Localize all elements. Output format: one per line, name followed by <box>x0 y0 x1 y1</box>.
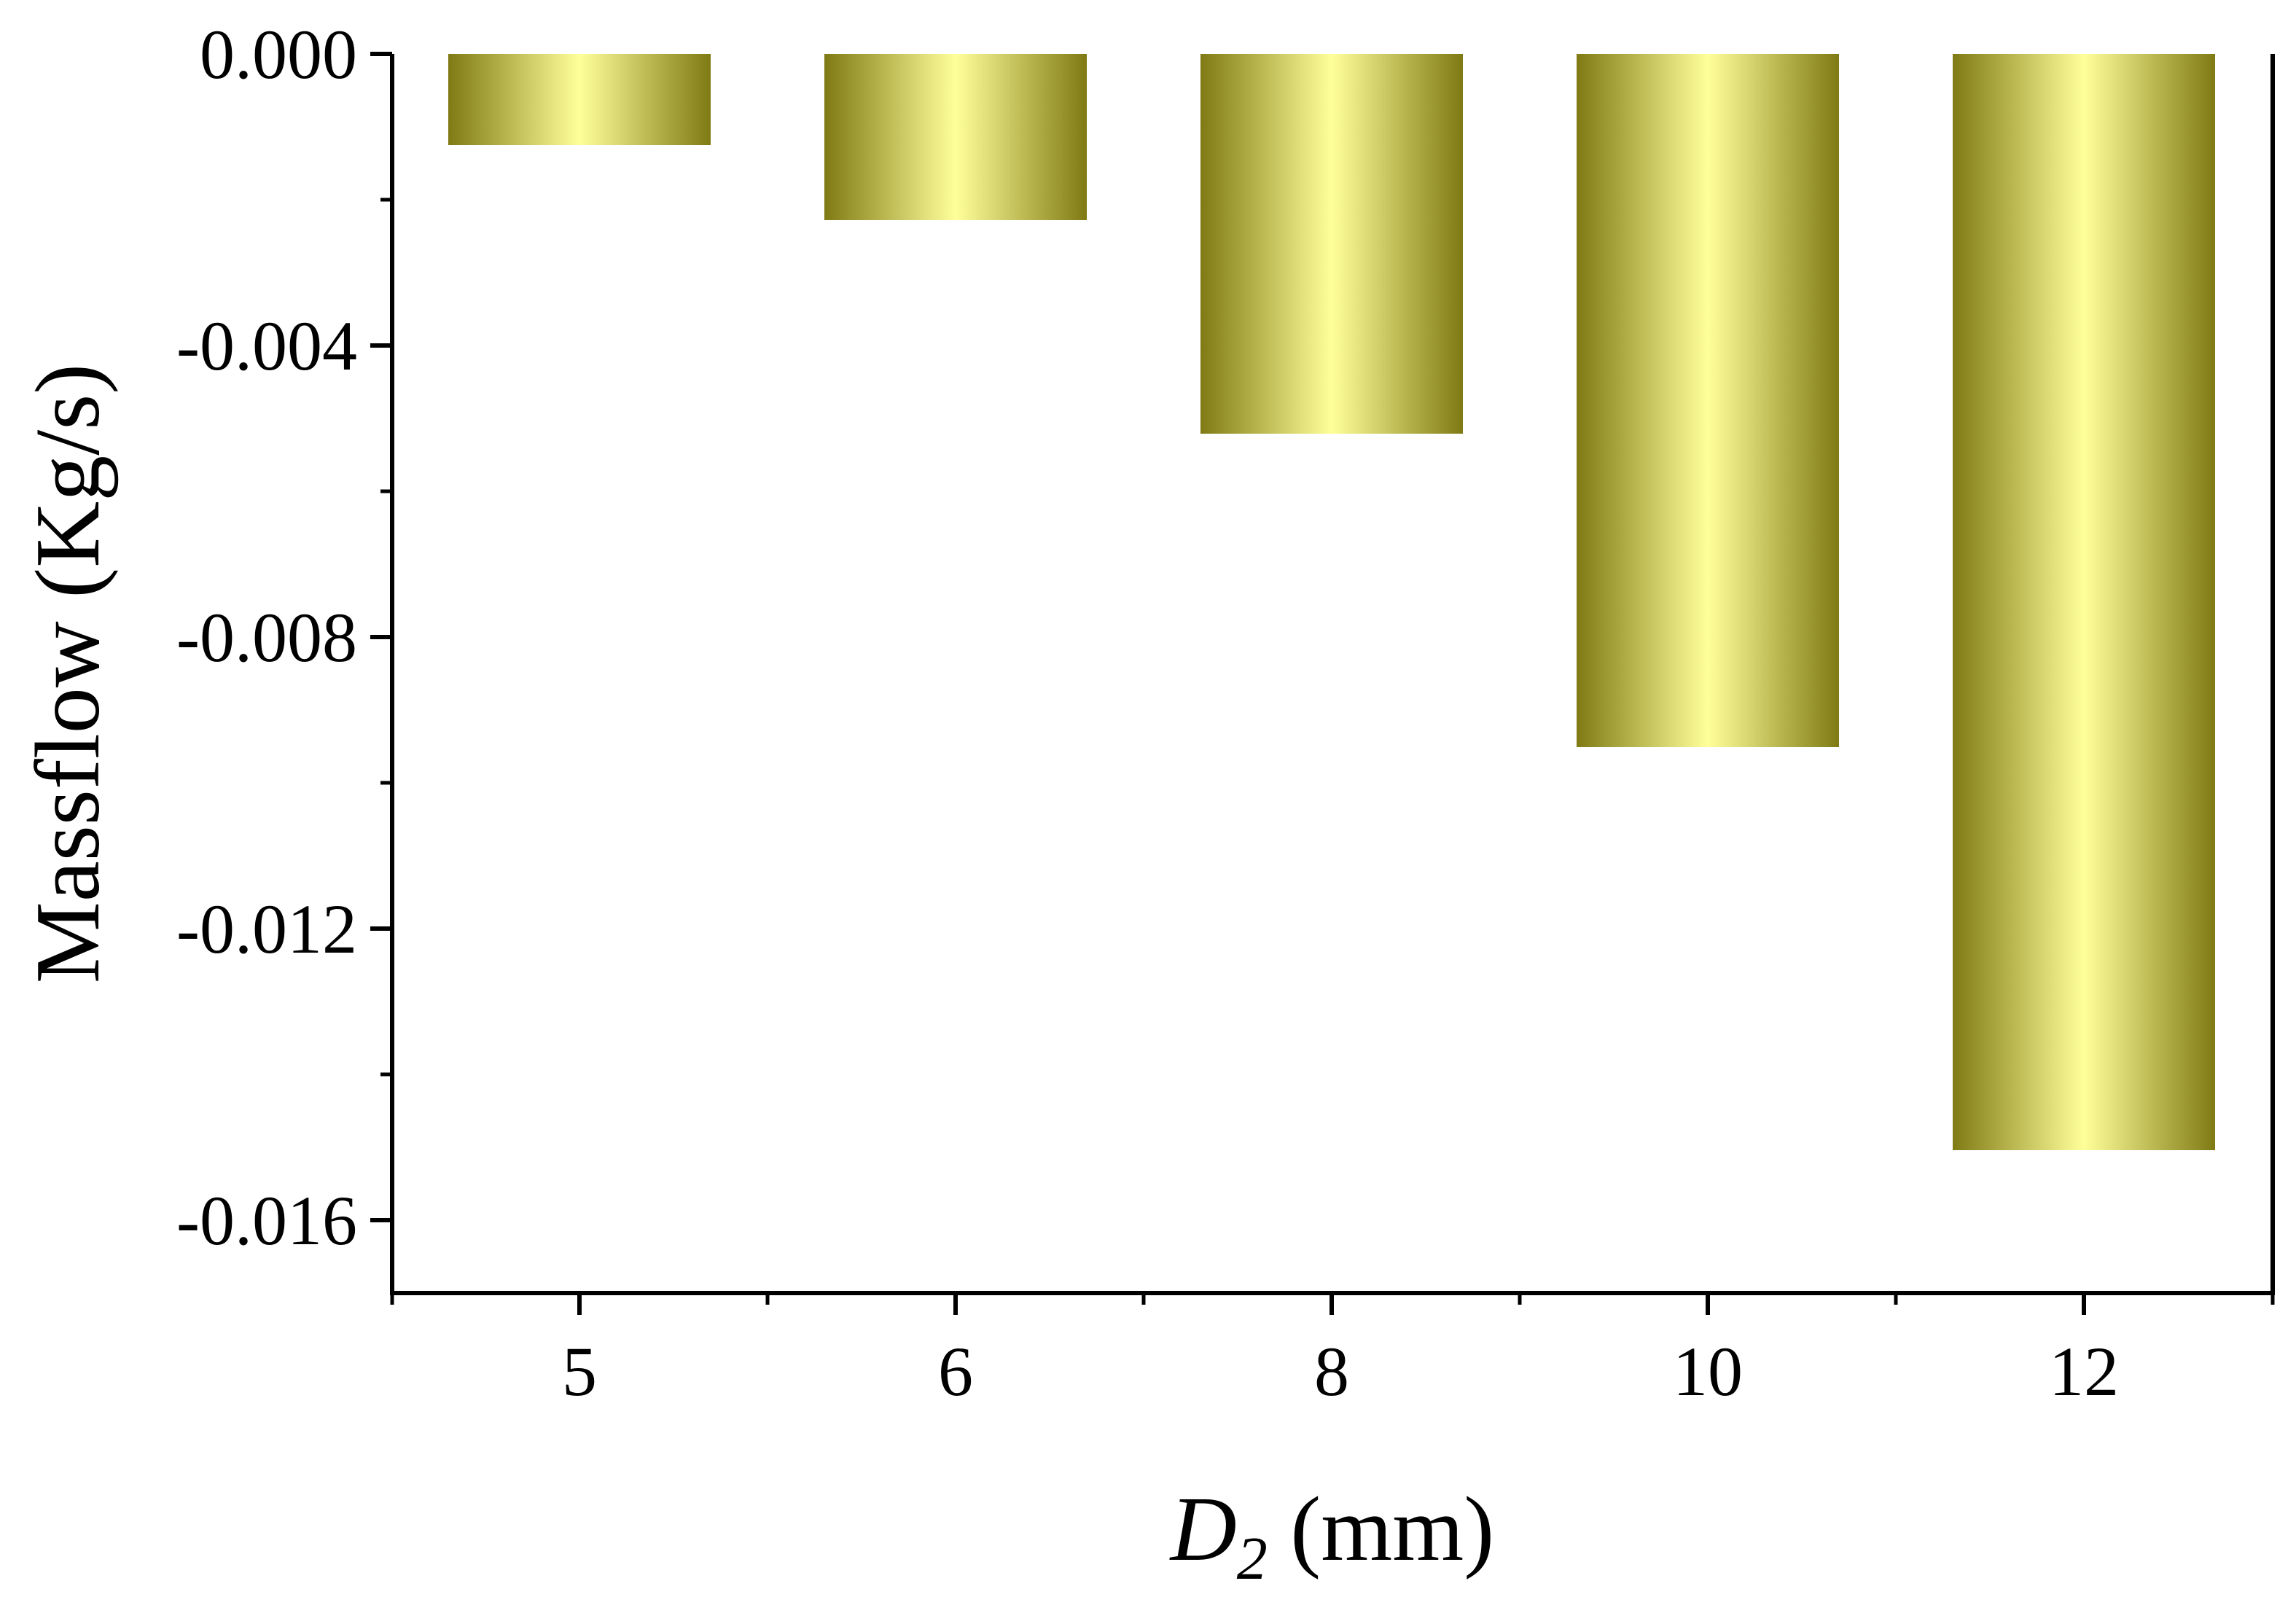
x-tick-label: 6 <box>938 1332 973 1410</box>
bar-8 <box>1200 54 1463 434</box>
y-tick-label: -0.008 <box>176 598 357 676</box>
x-tick-label: 8 <box>1314 1332 1349 1410</box>
x-tick-label: 10 <box>1673 1332 1743 1410</box>
x-axis-subscript: 2 <box>1237 1525 1268 1593</box>
x-tick-label: 5 <box>562 1332 597 1410</box>
bars-layer <box>448 54 2215 1150</box>
x-axis-symbol: D <box>1169 1479 1237 1580</box>
labels-layer: 0.000 -0.004 -0.008 -0.012 -0.016 5 6 8 10 12 D2 (… <box>17 15 2119 1593</box>
bar-6 <box>824 54 1087 220</box>
bar-10 <box>1577 54 1839 747</box>
bar-5 <box>448 54 711 145</box>
y-axis-title: Massflow (Kg/s) <box>17 364 119 983</box>
x-axis-unit: (mm) <box>1268 1479 1494 1580</box>
y-tick-label: -0.004 <box>176 307 357 385</box>
y-tick-label: -0.016 <box>176 1182 357 1260</box>
bar-12 <box>1953 54 2215 1150</box>
x-axis-title: D2 (mm) <box>1169 1479 1494 1593</box>
x-tick-label: 12 <box>2049 1332 2119 1410</box>
axes-layer <box>370 52 2275 1315</box>
y-tick-label: 0.000 <box>200 15 357 93</box>
y-tick-label: -0.012 <box>176 890 357 968</box>
